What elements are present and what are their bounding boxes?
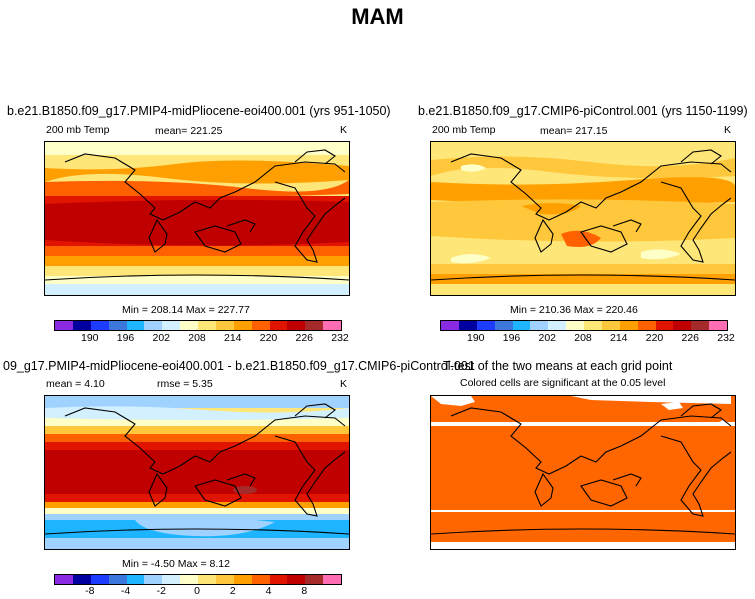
panel3-colorbar [54,574,342,585]
tick-label: 208 [188,332,206,344]
tick-label: 196 [116,332,135,344]
panel3-mean-label: mean = 4.10 [46,378,105,390]
panel4-title: T-test of the two means at each grid poi… [443,359,673,373]
tick-label: 8 [301,585,308,597]
tick-label: 220 [645,332,664,344]
tick-label: 220 [259,332,278,344]
panel2-colorbar-ticks: 190 196 202 208 214 220 226 232 [440,332,735,346]
tick-label: -8 [85,585,95,597]
panel2-mean-label: mean= 217.15 [540,125,608,137]
tick-label: 232 [717,332,735,344]
panel1-colorbar-ticks: 190 196 202 208 214 220 226 232 [54,332,349,346]
tick-label: 4 [265,585,272,597]
panel1-variable-label: 200 mb Temp [46,124,110,136]
panel2-units-label: K [724,124,732,136]
tick-label: 2 [229,585,236,597]
tick-label: 232 [331,332,349,344]
panel2-colorbar [440,320,728,331]
tick-label: 190 [466,332,485,344]
tick-label: 208 [574,332,592,344]
panel2-title: b.e21.B1850.f09_g17.CMIP6-piControl.001 … [418,104,748,118]
tick-label: 226 [295,332,314,344]
tick-label: 190 [80,332,99,344]
tick-label: 196 [502,332,521,344]
panel1-colorbar [54,320,342,331]
tick-label: 214 [609,332,628,344]
panel1-mean-label: mean= 221.25 [155,125,223,137]
panel3-map [44,395,350,550]
tick-label: -2 [156,585,166,597]
figure-title: MAM [351,4,404,29]
panel3-rmse-label: rmse = 5.35 [157,378,213,390]
panel4-subtitle: Colored cells are significant at the 0.0… [460,377,666,389]
panel3-title: 09_g17.PMIP4-midPliocene-eoi400.001 - b.… [3,359,475,373]
panel3-stats: Min = -4.50 Max = 8.12 [122,558,230,570]
panel1-title: b.e21.B1850.f09_g17.PMIP4-midPliocene-eo… [7,104,391,118]
tick-label: 214 [223,332,242,344]
tick-label: 202 [152,332,171,344]
panel2-variable-label: 200 mb Temp [432,124,496,136]
panel2-map [430,141,736,296]
panel3-units-label: K [340,378,348,390]
panel1-stats: Min = 208.14 Max = 227.77 [122,304,250,316]
panel2-stats: Min = 210.36 Max = 220.46 [510,304,638,316]
panel1-units-label: K [340,124,348,136]
tick-label: -4 [120,585,131,597]
panel1-map [44,141,350,296]
tick-label: 0 [194,585,200,597]
panel3-colorbar-ticks: -8 -4 -2 0 2 4 8 [54,585,340,599]
tick-label: 226 [681,332,700,344]
panel4-map [430,395,736,550]
tick-label: 202 [538,332,557,344]
